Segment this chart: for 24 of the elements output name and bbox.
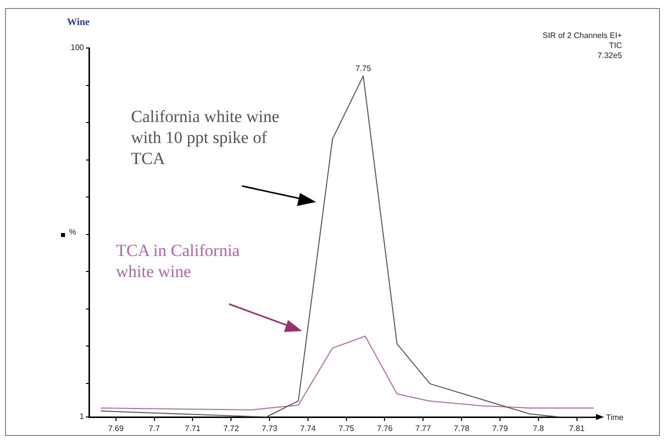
x-tick-label: 7.75 [338,424,355,434]
x-tick-label: 7.69 [108,424,124,434]
chart-title: Wine [67,17,90,28]
annotation: 7.75 [355,64,372,74]
text: TIC [608,41,622,51]
x-tick-label: 7.81 [569,424,586,434]
x-tick-label: 7.79 [492,424,508,434]
y-tick-label: 1 [80,412,85,422]
y-axis-title: % [69,228,76,237]
x-tick-label: 7.77 [415,424,432,434]
y-tick-label: 100 [70,43,85,52]
text: 7.32e5 [596,51,622,61]
x-tick-label: 7.71 [184,424,202,434]
x-axis-title: Time [606,413,624,422]
x-tick-label: 7.8 [532,424,544,434]
x-tick-label: 7.78 [454,424,470,434]
x-tick-label: 7.74 [300,424,316,434]
x-tick-label: 7.7 [148,424,160,434]
x-tick-label: 7.72 [223,424,240,434]
text: TCA in California white wine [116,240,241,282]
text: SIR of 2 Channels EI+ [542,31,622,41]
text: California white wine with 10 ppt spike of TCA [131,106,280,169]
x-tick-label: 7.73 [262,424,278,434]
x-tick-label: 7.76 [376,424,394,434]
